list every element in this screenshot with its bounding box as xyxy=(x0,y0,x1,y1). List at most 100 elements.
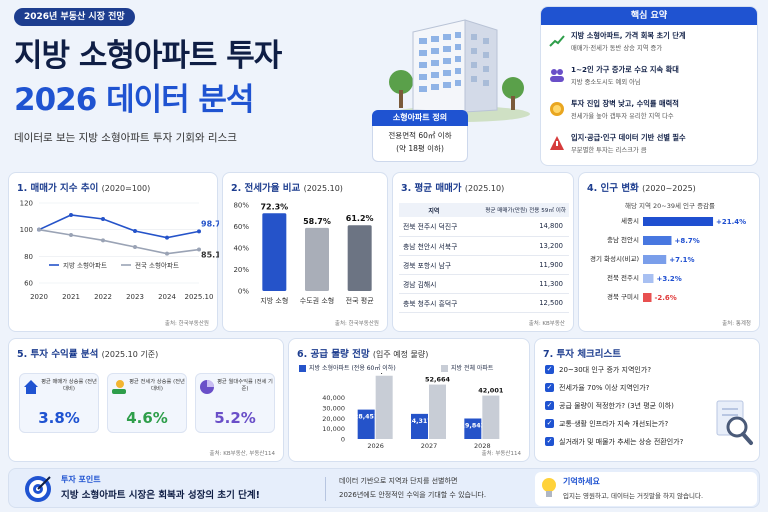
header-tag: 2026년 부동산 시장 전망 xyxy=(14,8,135,26)
panel6-source: 출처: 부동산114 xyxy=(481,451,521,457)
data-point xyxy=(69,213,73,217)
magnifier-icon xyxy=(716,400,753,445)
end-label-b: 85.1 xyxy=(201,251,219,260)
panel1-title: 1. 매매가 지수 추이 (2020=100) xyxy=(17,183,151,194)
table-row: 경북 포항시 남구 11,900 xyxy=(399,255,569,274)
y-tick-label: 80 xyxy=(24,253,33,261)
check-icon: ✓ xyxy=(545,419,554,428)
panel4-title: 4. 인구 변화 (2020~2025) xyxy=(587,183,696,194)
apartment-illustration xyxy=(389,19,530,122)
summary-item-desc: 무분별한 투자는 리스크가 큼 xyxy=(571,147,647,154)
hbar-value-label: +21.4% xyxy=(716,218,746,226)
summary-item-title: 입지·공급·인구 데이터 기반 선별 필수 xyxy=(571,133,686,142)
x-tick-label: 2021 xyxy=(62,293,80,301)
hbar xyxy=(643,236,672,245)
bar-small xyxy=(357,409,375,439)
table-cell-price: 11,300 xyxy=(539,279,563,288)
population-hbar-chart: 세종시 +21.4% 충남 천안시 +8.7% 경기 화성시(비교) +7.1% 전북 전주… xyxy=(590,216,746,302)
table-cell-region: 경북 포항시 남구 xyxy=(403,261,452,270)
bar-value-label: 58.7% xyxy=(303,217,331,226)
yield-box-value: 4.6% xyxy=(126,409,168,427)
y-tick-label: 60 xyxy=(24,280,33,288)
panel-supply: 6. 공급 물량 전망 (입주 예정 물량) 지방 소형아파트 (전용 60㎡ … xyxy=(288,338,530,462)
table-row: 전북 전주시 덕진구 14,800 xyxy=(399,217,569,236)
bar-value-label: 72.3% xyxy=(260,202,288,211)
bar-total xyxy=(375,375,393,439)
bar-category-label: 경기 화성시(비교) xyxy=(590,254,639,263)
hand-coin-icon xyxy=(112,380,126,394)
y-tick-label: 80% xyxy=(233,202,249,210)
yield-box-label: 평균 전세가 상승률 (전년대비) xyxy=(129,379,185,392)
data-point xyxy=(133,245,137,249)
bar-category-label: 충남 천안시 xyxy=(607,235,639,244)
summary-item-title: 투자 진입 장벽 낮고, 수익률 매력적 xyxy=(571,99,679,108)
bar-value-label: 24,317 xyxy=(407,418,431,425)
page-subtitle: 데이터로 보는 지방 소형아파트 투자 기회와 리스크 xyxy=(14,132,237,144)
y-tick-label: 60% xyxy=(233,223,249,231)
bar xyxy=(347,225,372,291)
yield-box-label: 평균 매매가 상승률 (전년대비) xyxy=(41,379,97,392)
bar xyxy=(305,227,329,291)
panel2-source: 출처: 한국부동산원 xyxy=(334,321,379,327)
data-point xyxy=(165,251,169,256)
definition-line2: (약 18평 이하) xyxy=(396,144,444,153)
summary-title: 핵심 요약 xyxy=(541,7,757,25)
y-tick-label: 40,000 xyxy=(322,394,345,402)
bar-total xyxy=(482,395,500,439)
hbar-value-label: +3.2% xyxy=(656,275,681,283)
panel4-source: 출처: 통계청 xyxy=(722,321,751,327)
x-tick-label: 2023 xyxy=(126,293,144,301)
price-index-line-chart: 60 80 100 120 2020 2021 2022 2023 2024 2025.10 98.… xyxy=(20,200,219,302)
table-row: 충남 천안시 서북구 13,200 xyxy=(399,236,569,255)
bar-small xyxy=(464,418,482,439)
bar-value-label: 28,451 xyxy=(354,414,378,421)
footer-bar: 투자 포인트 지방 소형아파트 시장은 회복과 성장의 초기 단계! 데이터 기… xyxy=(8,468,760,508)
house-icon xyxy=(24,380,38,394)
check-icon: ✓ xyxy=(545,383,554,392)
checklist-item: 교통·생활 인프라가 지속 개선되는가? xyxy=(559,420,669,428)
data-point xyxy=(101,217,105,221)
yield-box-value: 5.2% xyxy=(214,409,256,427)
panel-population: 4. 인구 변화 (2020~2025) 해당 지역 20~39세 인구 증감률… xyxy=(578,172,760,332)
summary-item-title: 지방 소형아파트, 가격 회복 초기 단계 xyxy=(571,31,686,40)
table-cell-region: 충북 청주시 흥덕구 xyxy=(403,299,458,308)
bar-category-label: 전북 전주시 xyxy=(607,273,639,282)
panel6-legend-a: 지방 소형아파트 (전용 60㎡ 이하) xyxy=(299,363,396,372)
bar-value-label: 19,842 xyxy=(461,422,485,429)
warning-icon xyxy=(550,136,564,150)
check-icon: ✓ xyxy=(545,401,554,410)
summary-item-desc: 매매가·전세가 동반 상승 지역 증가 xyxy=(571,45,663,52)
y-tick-label: 10,000 xyxy=(322,425,345,433)
x-tick-label: 2027 xyxy=(421,442,438,450)
avg-price-table: 지역 평균 매매가(만원) 전용 59㎡ 이하 전북 전주시 덕진구 14,800… xyxy=(399,203,569,313)
y-tick-label: 30,000 xyxy=(322,405,345,413)
series-line-0 xyxy=(38,214,200,239)
bar-category-label: 세종시 xyxy=(621,216,639,225)
trend-up-icon xyxy=(549,35,565,47)
x-tick-label: 2026 xyxy=(367,442,384,450)
data-point xyxy=(133,229,137,233)
panel6-legend-b: 지방 전체 아파트 xyxy=(441,363,493,372)
bar-value-label: 52,664 xyxy=(425,376,451,384)
table-cell-price: 12,500 xyxy=(539,298,563,307)
coin-icon xyxy=(550,102,564,116)
footer-divider xyxy=(325,477,326,501)
table-cell-price: 11,900 xyxy=(539,260,563,269)
target-icon xyxy=(25,476,51,502)
panel5-source: 출처: KB부동산, 부동산114 xyxy=(209,451,275,457)
x-tick-label: 수도권 소형 xyxy=(300,297,334,305)
panel7-title: 7. 투자 체크리스트 xyxy=(543,349,622,360)
x-tick-label: 2022 xyxy=(94,293,112,301)
page-title-line2: 2026 데이터 분석 xyxy=(14,82,254,118)
table-cell-region: 경남 김해시 xyxy=(403,280,437,289)
data-point xyxy=(197,229,201,234)
bar-value-label: 61.2% xyxy=(346,214,374,223)
footer-point-text: 지방 소형아파트 시장은 회복과 성장의 초기 단계! xyxy=(61,490,260,501)
panel3-source: 출처: KB부동산 xyxy=(528,321,565,327)
table-header-price: 평균 매매가(만원) 전용 59㎡ 이하 xyxy=(485,208,566,214)
legend-label-b: 전국 소형아파트 xyxy=(135,261,179,270)
y-tick-label: 0% xyxy=(238,288,249,296)
table-cell-price: 14,800 xyxy=(539,222,563,231)
hbar-value-label: +7.1% xyxy=(669,256,694,264)
